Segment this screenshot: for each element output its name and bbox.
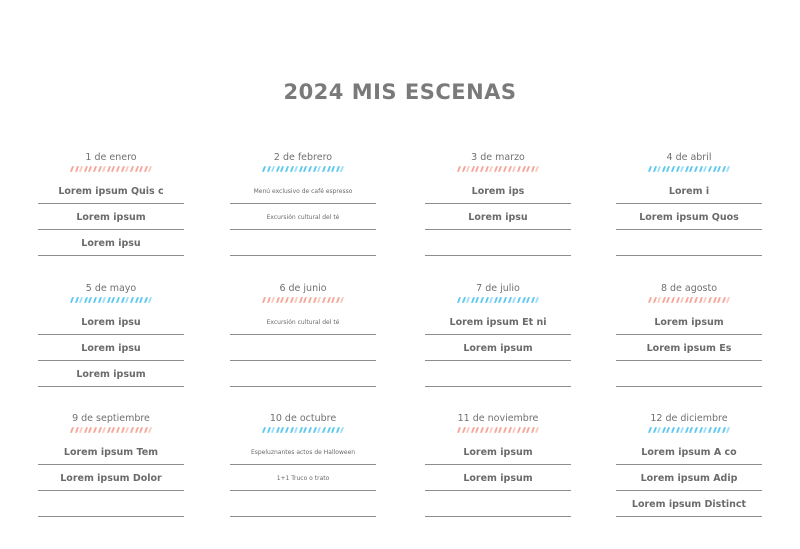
month-date: 5 de mayo	[85, 283, 137, 294]
entry-line[interactable]	[230, 361, 376, 387]
month-card: 8 de agosto Lorem ipsum Lorem ipsum Es	[616, 283, 762, 387]
entry-line[interactable]	[230, 491, 376, 517]
entry-text: Lorem ipsum Distinct	[631, 499, 747, 510]
month-card: 2 de febrero Menú exclusivo de café espre…	[230, 152, 376, 256]
entry-line[interactable]: Lorem ipsum Distinct	[616, 491, 762, 517]
entry-line[interactable]: Excursión cultural del té	[230, 204, 376, 230]
entry-line[interactable]: Lorem ipsum	[425, 465, 571, 491]
entry-line[interactable]	[425, 491, 571, 517]
entry-line[interactable]: Lorem ipsum Es	[616, 335, 762, 361]
entry-line[interactable]	[616, 361, 762, 387]
entry-text: Espeluznantes actos de Halloween	[250, 449, 356, 456]
month-date: 7 de julio	[476, 283, 520, 294]
entry-text: Lorem ipsum Tem	[63, 447, 159, 458]
entry-text: Lorem ipsum	[654, 317, 724, 328]
entry-line[interactable]	[230, 230, 376, 256]
entry-line[interactable]: Lorem ipsum Quos	[616, 204, 762, 230]
month-date: 11 de noviembre	[457, 413, 539, 424]
entry-line[interactable]: Excursión cultural del té	[230, 309, 376, 335]
entry-line[interactable]	[230, 335, 376, 361]
entry-line[interactable]: Lorem i	[616, 178, 762, 204]
month-card: 9 de septiembre Lorem ipsum Tem Lorem ipsu…	[38, 413, 184, 517]
month-date: 9 de septiembre	[72, 413, 150, 424]
page-title: 2024 MIS ESCENAS	[283, 80, 517, 104]
entry-line[interactable]: Espeluznantes actos de Halloween	[230, 439, 376, 465]
decorative-stripe-icon	[261, 166, 345, 172]
entry-text: Excursión cultural del té	[266, 214, 340, 221]
entry-line[interactable]: Lorem ipsum Tem	[38, 439, 184, 465]
decorative-stripe-icon	[456, 297, 540, 303]
month-date: 8 de agosto	[660, 283, 718, 294]
decorative-stripe-icon	[456, 166, 540, 172]
entry-line[interactable]: Lorem ipsum Et ni	[425, 309, 571, 335]
entry-line[interactable]: Lorem ips	[425, 178, 571, 204]
decorative-stripe-icon	[647, 427, 731, 433]
entry-text: Lorem ipsum Quis c	[58, 186, 164, 197]
month-date: 3 de marzo	[471, 152, 525, 163]
entry-text: Menú exclusivo de café espresso	[253, 188, 353, 195]
month-date: 12 de diciembre	[650, 413, 728, 424]
entry-line[interactable]: Lorem ipsum Adip	[616, 465, 762, 491]
month-card: 4 de abril Lorem i Lorem ipsum Quos	[616, 152, 762, 256]
entry-text: Lorem ipsum Dolor	[60, 473, 162, 484]
month-date: 10 de octubre	[269, 413, 337, 424]
decorative-stripe-icon	[69, 297, 153, 303]
month-date: 1 de enero	[85, 152, 137, 163]
month-card: 3 de marzo Lorem ips Lorem ipsu	[425, 152, 571, 256]
entry-line[interactable]: Lorem ipsu	[38, 309, 184, 335]
entry-line[interactable]: Lorem ipsu	[38, 335, 184, 361]
entry-text: Lorem ipsum	[463, 447, 533, 458]
entry-line[interactable]: Lorem ipsum	[425, 335, 571, 361]
entry-line[interactable]: Menú exclusivo de café espresso	[230, 178, 376, 204]
entry-text: Lorem ipsum	[76, 212, 146, 223]
decorative-stripe-icon	[69, 427, 153, 433]
month-card: 12 de diciembre Lorem ipsum A co Lorem ips…	[616, 413, 762, 517]
decorative-stripe-icon	[456, 427, 540, 433]
entry-line[interactable]: Lorem ipsum	[38, 361, 184, 387]
entry-line[interactable]: Lorem ipsum Dolor	[38, 465, 184, 491]
entry-text: Lorem ipsum	[463, 473, 533, 484]
month-card: 11 de noviembre Lorem ipsum Lorem ipsum	[425, 413, 571, 517]
entry-line[interactable]: Lorem ipsum	[38, 204, 184, 230]
month-card: 5 de mayo Lorem ipsu Lorem ipsu Lorem ipsum	[38, 283, 184, 387]
decorative-stripe-icon	[69, 166, 153, 172]
entry-text: Lorem i	[668, 186, 710, 197]
entry-text: Lorem ipsu	[81, 343, 141, 354]
entry-line[interactable]: Lorem ipsu	[38, 230, 184, 256]
month-date: 4 de abril	[666, 152, 712, 163]
entry-text: Lorem ipsum	[76, 369, 146, 380]
decorative-stripe-icon	[647, 166, 731, 172]
entry-line[interactable]	[38, 491, 184, 517]
entry-text: Lorem ipsu	[468, 212, 528, 223]
decorative-stripe-icon	[647, 297, 731, 303]
entry-text: Lorem ipsum Et ni	[449, 317, 547, 328]
entry-text: Lorem ips	[471, 186, 525, 197]
month-card: 6 de junio Excursión cultural del té	[230, 283, 376, 387]
entry-line[interactable]	[616, 230, 762, 256]
entry-line[interactable]: Lorem ipsum A co	[616, 439, 762, 465]
entry-line[interactable]	[425, 230, 571, 256]
entry-line[interactable]: Lorem ipsum	[616, 309, 762, 335]
entry-line[interactable]: Lorem ipsum	[425, 439, 571, 465]
entry-line[interactable]: Lorem ipsu	[425, 204, 571, 230]
decorative-stripe-icon	[261, 297, 345, 303]
entry-text: Lorem ipsum	[463, 343, 533, 354]
month-card: 7 de julio Lorem ipsum Et ni Lorem ipsum	[425, 283, 571, 387]
entry-line[interactable]: 1+1 Truco o trato	[230, 465, 376, 491]
entry-line[interactable]: Lorem ipsum Quis c	[38, 178, 184, 204]
entry-text: Lorem ipsu	[81, 317, 141, 328]
month-card: 10 de octubre Espeluznantes actos de Hall…	[230, 413, 376, 517]
month-card: 1 de enero Lorem ipsum Quis c Lorem ipsum L…	[38, 152, 184, 256]
entry-text: Excursión cultural del té	[266, 319, 340, 326]
entry-text: 1+1 Truco o trato	[276, 475, 330, 482]
entry-text: Lorem ipsum Es	[646, 343, 732, 354]
entry-text: Lorem ipsu	[81, 238, 141, 249]
entry-text: Lorem ipsum Adip	[640, 473, 738, 484]
month-date: 2 de febrero	[273, 152, 333, 163]
entry-text: Lorem ipsum A co	[641, 447, 737, 458]
entry-line[interactable]	[425, 361, 571, 387]
entry-text: Lorem ipsum Quos	[639, 212, 739, 223]
decorative-stripe-icon	[261, 427, 345, 433]
month-date: 6 de junio	[279, 283, 327, 294]
